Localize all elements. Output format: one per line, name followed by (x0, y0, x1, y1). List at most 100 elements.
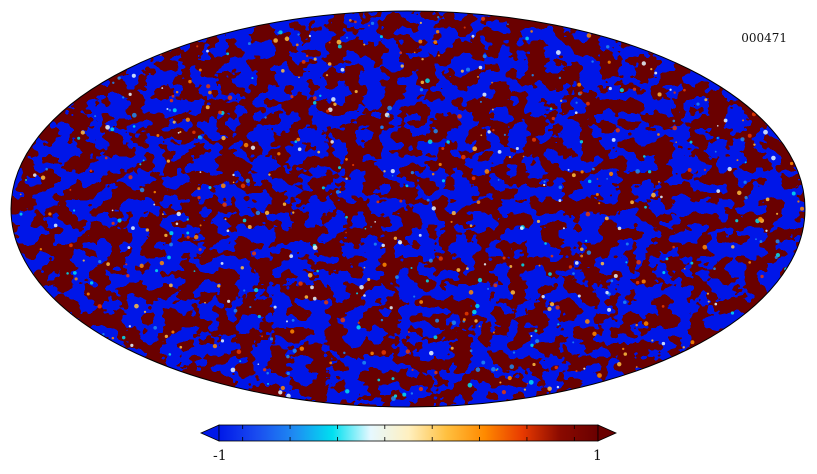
speckle (465, 267, 469, 271)
speckle (509, 265, 513, 268)
speckle (294, 140, 298, 144)
speckle (475, 303, 480, 309)
speckle (532, 362, 536, 367)
speckle (301, 59, 306, 64)
speckle (625, 242, 629, 246)
speckle (706, 292, 710, 295)
speckle-layer (19, 16, 805, 401)
speckle (562, 227, 565, 230)
speckle (340, 317, 346, 323)
speckle (740, 137, 745, 142)
speckle (262, 368, 267, 372)
speckle (399, 242, 402, 245)
speckle (574, 111, 578, 115)
speckle (481, 16, 486, 21)
speckle (687, 168, 692, 172)
speckle (340, 67, 345, 72)
speckle (257, 314, 261, 319)
speckle (240, 183, 246, 189)
speckle (572, 272, 575, 275)
speckle (551, 116, 555, 121)
speckle (433, 335, 438, 340)
speckle (33, 173, 37, 177)
speckle (69, 189, 72, 191)
speckle (352, 163, 355, 167)
speckle (333, 102, 337, 106)
speckle (110, 127, 115, 132)
speckle (428, 258, 433, 263)
speckle (577, 82, 582, 87)
speckle (268, 173, 271, 176)
speckle (281, 69, 285, 73)
speckle (471, 176, 476, 181)
speckle (389, 306, 393, 310)
speckle (556, 385, 560, 389)
speckle (775, 239, 780, 244)
speckle (477, 75, 479, 78)
speckle (193, 270, 196, 273)
speckle (478, 65, 483, 70)
speckle (329, 361, 333, 365)
speckle (245, 178, 250, 183)
speckle (169, 98, 174, 103)
speckle (290, 95, 294, 99)
speckle (747, 133, 752, 138)
speckle (410, 392, 414, 395)
speckle (39, 248, 43, 251)
speckle (433, 128, 438, 134)
speckle (153, 325, 157, 330)
speckle (492, 128, 495, 132)
speckle (308, 34, 312, 38)
speckle (515, 146, 519, 151)
speckle (479, 100, 482, 103)
map-id-label: 000471 (741, 31, 787, 45)
speckle (530, 30, 533, 33)
speckle (125, 263, 128, 266)
speckle (575, 101, 578, 104)
speckle (198, 248, 202, 251)
speckle (74, 277, 78, 281)
speckle (753, 143, 756, 146)
speckle (723, 118, 728, 123)
speckle (376, 200, 380, 204)
speckle (675, 141, 678, 144)
speckle (635, 366, 638, 368)
speckle (286, 354, 290, 359)
speckle (410, 266, 413, 269)
speckle (586, 250, 592, 255)
speckle (227, 299, 231, 303)
speckle (462, 318, 466, 322)
speckle (572, 341, 575, 344)
speckle (105, 124, 110, 130)
speckle (186, 231, 190, 235)
speckle (438, 256, 443, 261)
speckle (167, 255, 171, 260)
speckle (19, 212, 23, 216)
speckle (548, 272, 552, 276)
speckle (609, 171, 614, 176)
speckle (273, 305, 277, 309)
speckle (544, 242, 547, 245)
speckle (89, 281, 94, 285)
speckle (199, 171, 202, 174)
speckle (591, 167, 595, 171)
speckle (297, 33, 300, 36)
speckle (66, 272, 69, 275)
speckle (269, 337, 274, 341)
speckle (482, 92, 487, 97)
speckle (613, 273, 618, 278)
speckle (736, 159, 739, 162)
speckle (257, 363, 260, 366)
speckle (713, 267, 716, 271)
speckle (657, 133, 660, 136)
speckle (131, 112, 137, 118)
speckle (429, 350, 434, 356)
speckle (169, 242, 173, 247)
speckle (86, 292, 90, 296)
speckle (549, 302, 555, 307)
speckle (731, 245, 735, 249)
speckle (354, 89, 358, 94)
speckle (437, 16, 440, 19)
speckle (298, 281, 303, 286)
